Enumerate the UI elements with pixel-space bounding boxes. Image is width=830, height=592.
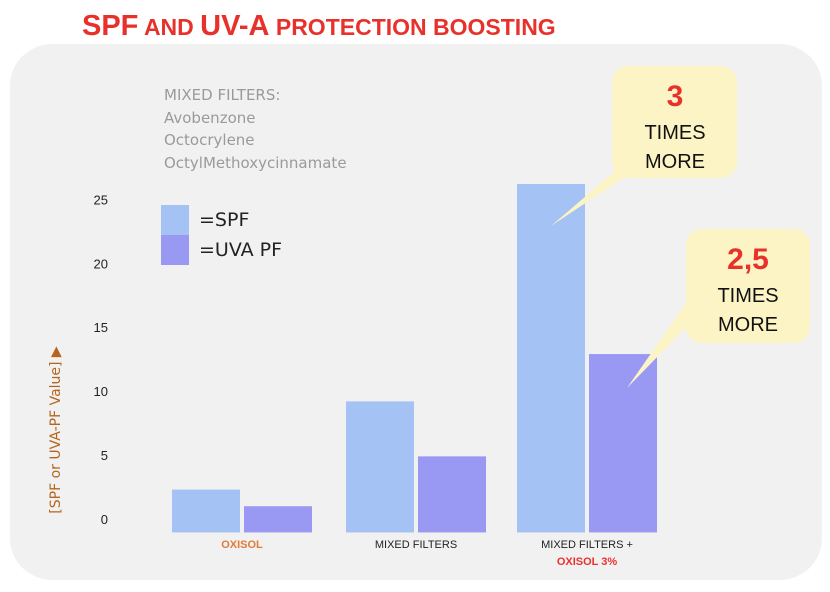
legend-item-uva: =UVA PF — [161, 235, 282, 265]
bar-spf-1 — [346, 401, 414, 533]
y-tick-label: 0 — [101, 512, 108, 527]
legend-swatch-spf — [161, 205, 189, 235]
callout-text: MORE — [718, 314, 778, 336]
legend-swatch-uva — [161, 235, 189, 265]
category-label: OXISOL — [221, 539, 263, 551]
filter-item: OctylMethoxycinnamate — [164, 153, 347, 172]
page-title: SPF AND UV-A PROTECTION BOOSTING — [82, 10, 556, 42]
y-tick-label: 10 — [94, 384, 108, 399]
callout-bubble — [612, 66, 737, 178]
callout-number: 3 — [667, 80, 684, 113]
bar-spf-2 — [517, 184, 585, 533]
category-label-highlight: OXISOL 3% — [557, 556, 618, 568]
callout-text: MORE — [645, 151, 705, 173]
callout-number: 2,5 — [727, 243, 769, 276]
mixed-filters-box: MIXED FILTERS: Avobenzone Octocrylene Oc… — [164, 84, 347, 174]
legend-item-spf: =SPF — [161, 205, 249, 235]
y-tick-label: 5 — [101, 448, 108, 463]
callout-text: TIMES — [644, 122, 705, 144]
legend-label-spf: =SPF — [199, 209, 250, 231]
y-axis-label: [SPF or UVA-PF Value] ▶ — [48, 346, 64, 514]
bar-uva-1 — [418, 456, 486, 533]
y-tick-label: 25 — [94, 192, 108, 207]
bar-spf-0 — [172, 489, 240, 533]
legend-label-uva: =UVA PF — [199, 239, 283, 261]
filter-item: Avobenzone — [164, 108, 256, 127]
category-label: MIXED FILTERS + — [541, 539, 633, 551]
callout-text: TIMES — [717, 285, 778, 307]
callout-tail — [627, 290, 695, 388]
y-tick-label: 20 — [94, 256, 108, 271]
callout-bubble — [686, 229, 810, 343]
bar-uva-2 — [589, 354, 657, 533]
y-tick-label: 15 — [94, 320, 108, 335]
bar-uva-0 — [244, 506, 312, 533]
filters-heading: MIXED FILTERS: — [164, 86, 281, 104]
filter-item: Octocrylene — [164, 131, 255, 149]
category-label: MIXED FILTERS — [375, 539, 457, 551]
